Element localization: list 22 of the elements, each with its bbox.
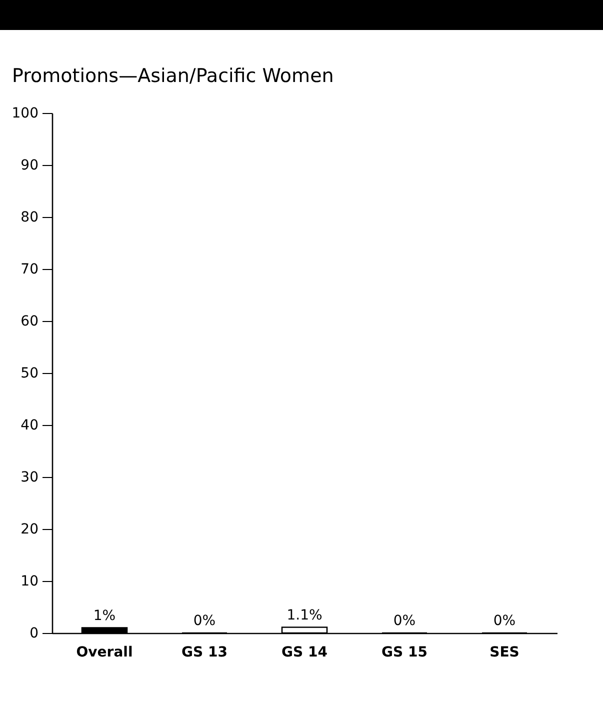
y-tick-label: 70 <box>20 262 38 278</box>
y-tick-label: 100 <box>12 106 38 122</box>
x-tick-label: SES <box>490 644 520 660</box>
x-tick-label: Overall <box>76 644 133 660</box>
y-tick-label: 90 <box>20 158 38 174</box>
data-label: 0% <box>193 613 216 629</box>
y-tick-label: 10 <box>20 574 38 590</box>
data-label: 1% <box>93 608 116 624</box>
y-tick-label: 40 <box>20 418 38 434</box>
x-tick-label: GS 15 <box>382 644 428 660</box>
chart-title: Promotions—Asian/Pacific Women <box>12 65 334 87</box>
y-tick-label: 20 <box>20 522 38 538</box>
y-tick-label: 80 <box>20 210 38 226</box>
x-tick-label: GS 13 <box>182 644 228 660</box>
data-label: 0% <box>393 613 416 629</box>
x-tick-label: GS 14 <box>282 644 328 660</box>
y-tick-label: 60 <box>20 314 38 330</box>
y-tick-label: 30 <box>20 470 38 486</box>
data-label: 0% <box>493 613 516 629</box>
y-tick-label: 50 <box>20 366 38 382</box>
data-label: 1.1% <box>286 607 322 624</box>
y-tick-label: 0 <box>30 626 38 642</box>
